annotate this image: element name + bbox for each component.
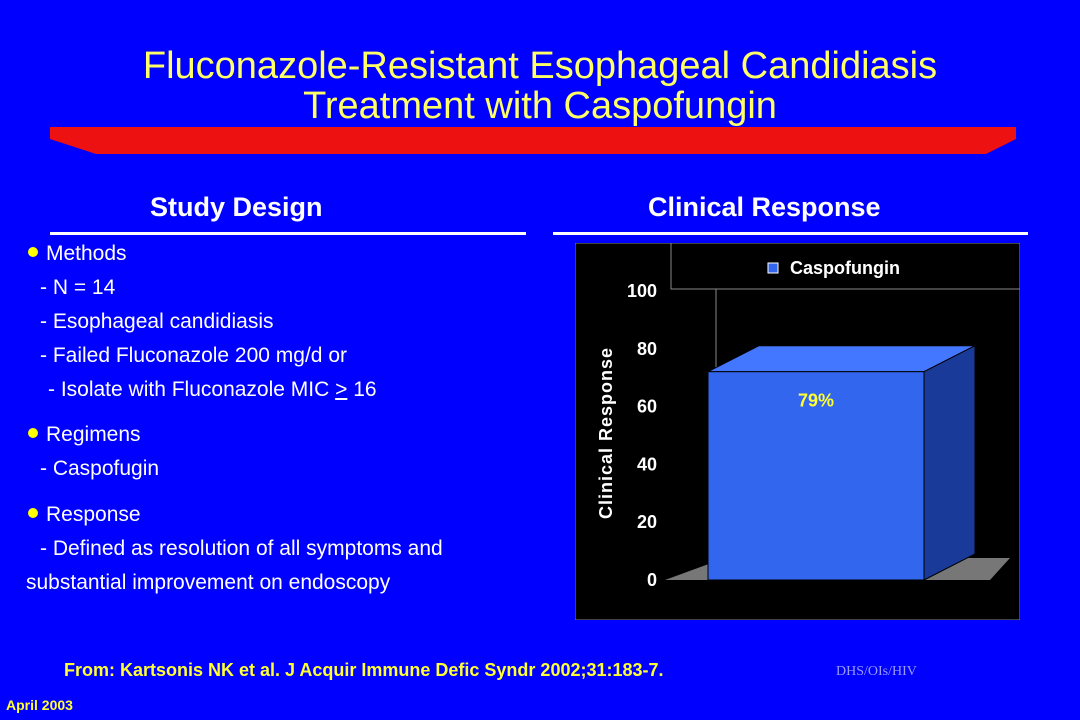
- y-tick-label: 20: [637, 512, 657, 532]
- methods-item-isolate: - Isolate with Fluconazole MIC > 16: [48, 378, 377, 402]
- methods-item: - N = 14: [40, 276, 116, 299]
- bar: [707, 371, 925, 581]
- clinical-response-chart: 79% 0 20 40 60 80 100 Clinical Response Caspo…: [575, 243, 1020, 620]
- y-tick-label: 0: [647, 570, 657, 590]
- bullet-icon: [28, 428, 38, 438]
- slide-title-line2: Treatment with Caspofungin: [303, 85, 777, 127]
- response-label: Response: [46, 503, 141, 526]
- regimens-item: - Caspofugin: [40, 457, 160, 480]
- org-mark: DHS/OIs/HIV: [836, 664, 917, 679]
- y-tick-label: 80: [637, 339, 657, 359]
- legend-swatch: [767, 262, 779, 274]
- bullet-icon: [28, 508, 38, 518]
- regimens-bullet: Regimens: [28, 423, 141, 447]
- y-tick-label: 100: [627, 281, 657, 301]
- banner-shape: [50, 127, 1016, 154]
- citation: From: Kartsonis NK et al. J Acquir Immun…: [64, 660, 664, 680]
- chart-bars: 79%: [707, 344, 976, 581]
- y-tick-label: 40: [637, 454, 657, 474]
- regimens-label: Regimens: [46, 423, 141, 446]
- y-tick-label: 60: [637, 397, 657, 417]
- chart-legend: Caspofungin: [670, 243, 1020, 290]
- slide-title-line1: Fluconazole-Resistant Esophageal Candidi…: [142, 45, 938, 87]
- clinical-response-heading: Clinical Response: [648, 192, 881, 222]
- slide-date: April 2003: [6, 697, 73, 713]
- study-design-heading: Study Design: [150, 192, 323, 222]
- isolate-value: 16: [347, 378, 377, 401]
- left-heading-rule: [50, 232, 526, 235]
- bar-side: [923, 344, 976, 581]
- data-label: 79%: [798, 391, 834, 411]
- legend-label: Caspofungin: [790, 258, 900, 278]
- greater-equal-symbol: >: [335, 378, 348, 401]
- bullet-icon: [28, 247, 38, 257]
- methods-item: - Esophageal candidiasis: [40, 310, 274, 333]
- response-definition-line2: substantial improvement on endoscopy: [26, 571, 391, 594]
- right-heading-rule: [553, 232, 1028, 235]
- response-bullet: Response: [28, 503, 141, 527]
- legend-box: [670, 243, 1020, 290]
- methods-item: - Failed Fluconazole 200 mg/d or: [40, 344, 347, 367]
- methods-bullet: Methods: [28, 242, 127, 266]
- chart-y-ticks: 0 20 40 60 80 100: [627, 281, 657, 590]
- y-axis-label: Clinical Response: [596, 347, 616, 519]
- methods-label: Methods: [46, 242, 127, 265]
- title-banner: [50, 127, 1016, 154]
- response-definition-line1: - Defined as resolution of all symptoms …: [40, 537, 443, 560]
- isolate-prefix: - Isolate with Fluconazole MIC: [48, 378, 336, 401]
